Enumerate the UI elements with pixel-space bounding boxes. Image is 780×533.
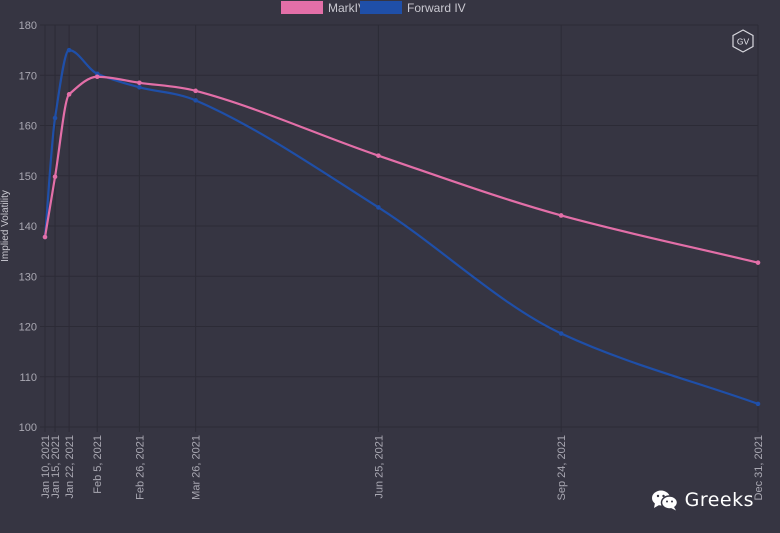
markiv-point <box>42 234 48 240</box>
x-tick-label: Feb 5, 2021 <box>92 435 104 494</box>
series-points <box>42 47 761 407</box>
brand-text: Greeks <box>684 489 754 511</box>
x-tick-label: Jan 15, 2021 <box>50 435 62 499</box>
markiv-point <box>558 213 564 218</box>
markiv-point <box>755 260 761 265</box>
markiv-point <box>94 74 100 80</box>
y-axis-title: Implied Volatility <box>0 190 11 262</box>
y-tick-label: 160 <box>19 121 37 133</box>
markiv-legend-label[interactable]: MarkIV <box>328 1 366 15</box>
forward-iv-point <box>66 47 72 53</box>
y-tick-label: 180 <box>19 20 37 32</box>
forward-iv-point <box>52 115 58 121</box>
x-tick-label: Sep 24, 2021 <box>556 435 568 500</box>
gv-logo-icon: GV <box>732 29 754 53</box>
wechat-icon <box>651 490 678 511</box>
x-tick-label: Jun 25, 2021 <box>373 435 385 499</box>
legend[interactable]: MarkIV Forward IV <box>281 1 466 15</box>
y-tick-label: 140 <box>19 221 37 233</box>
y-tick-label: 150 <box>19 171 37 183</box>
y-tick-label: 170 <box>19 70 37 82</box>
y-tick-label: 110 <box>19 372 37 384</box>
x-tick-label: Mar 26, 2021 <box>191 435 203 500</box>
markiv-line <box>43 75 759 264</box>
gv-logo-text: GV <box>737 37 750 47</box>
markiv-point <box>66 92 72 97</box>
forward-iv-point <box>558 331 564 336</box>
x-tick-label: Feb 26, 2021 <box>134 435 146 500</box>
markiv-point <box>193 88 198 94</box>
brand-watermark: Greeks <box>651 489 754 511</box>
y-tick-label: 120 <box>19 322 37 334</box>
grid-lines <box>40 24 759 432</box>
y-tick-labels: 100 110 120 130 140 150 160 170 180 <box>19 20 37 434</box>
x-tick-label: Jan 10, 2021 <box>40 435 52 499</box>
markiv-point <box>376 153 381 158</box>
x-tick-label: Dec 31, 2021 <box>753 435 765 500</box>
x-tick-label: Jan 22, 2021 <box>64 435 76 499</box>
y-tick-label: 100 <box>19 422 37 434</box>
markiv-point <box>137 80 142 86</box>
forward-iv-legend-label[interactable]: Forward IV <box>407 1 466 15</box>
markiv-legend-swatch[interactable] <box>281 1 323 14</box>
series-lines <box>43 49 759 405</box>
markiv-point <box>52 174 58 180</box>
forward-iv-point <box>193 98 198 103</box>
forward-iv-point <box>137 85 142 90</box>
forward-iv-legend-swatch[interactable] <box>360 1 402 14</box>
forward-iv-point <box>755 401 761 407</box>
forward-iv-line <box>43 49 759 405</box>
forward-iv-point <box>376 205 381 210</box>
y-tick-label: 130 <box>19 271 37 283</box>
